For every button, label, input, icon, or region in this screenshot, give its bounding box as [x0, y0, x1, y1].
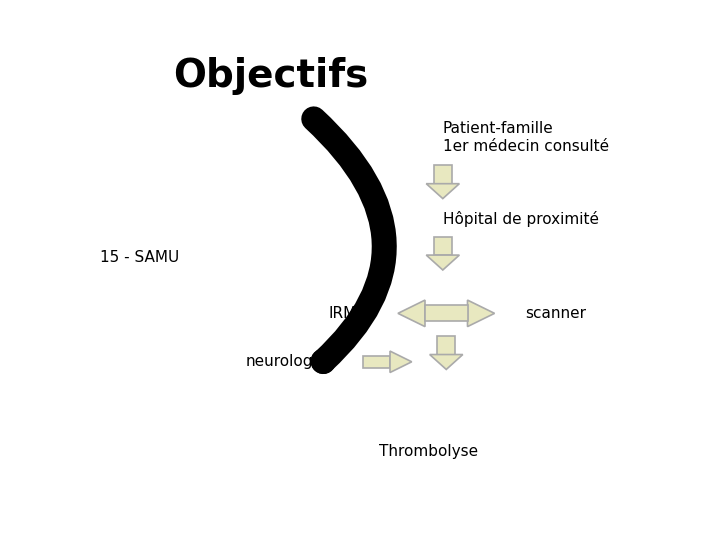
- Text: IRM: IRM: [328, 306, 356, 321]
- FancyArrowPatch shape: [314, 119, 384, 362]
- Text: Objectifs: Objectifs: [173, 57, 368, 95]
- Polygon shape: [467, 300, 495, 327]
- Polygon shape: [398, 300, 425, 327]
- Text: scanner: scanner: [526, 306, 587, 321]
- Polygon shape: [364, 356, 390, 368]
- Polygon shape: [433, 237, 452, 255]
- Polygon shape: [425, 306, 467, 321]
- Polygon shape: [433, 165, 452, 184]
- Text: Thrombolyse: Thrombolyse: [379, 443, 479, 458]
- Text: Hôpital de proximité: Hôpital de proximité: [443, 211, 599, 227]
- Polygon shape: [426, 255, 459, 270]
- Text: Patient-famille
1er médecin consulté: Patient-famille 1er médecin consulté: [443, 121, 609, 153]
- Text: 15 - SAMU: 15 - SAMU: [99, 249, 179, 265]
- Polygon shape: [390, 351, 412, 373]
- Polygon shape: [430, 355, 463, 369]
- Polygon shape: [437, 336, 455, 355]
- Polygon shape: [426, 184, 459, 199]
- Text: neurologue: neurologue: [246, 354, 333, 369]
